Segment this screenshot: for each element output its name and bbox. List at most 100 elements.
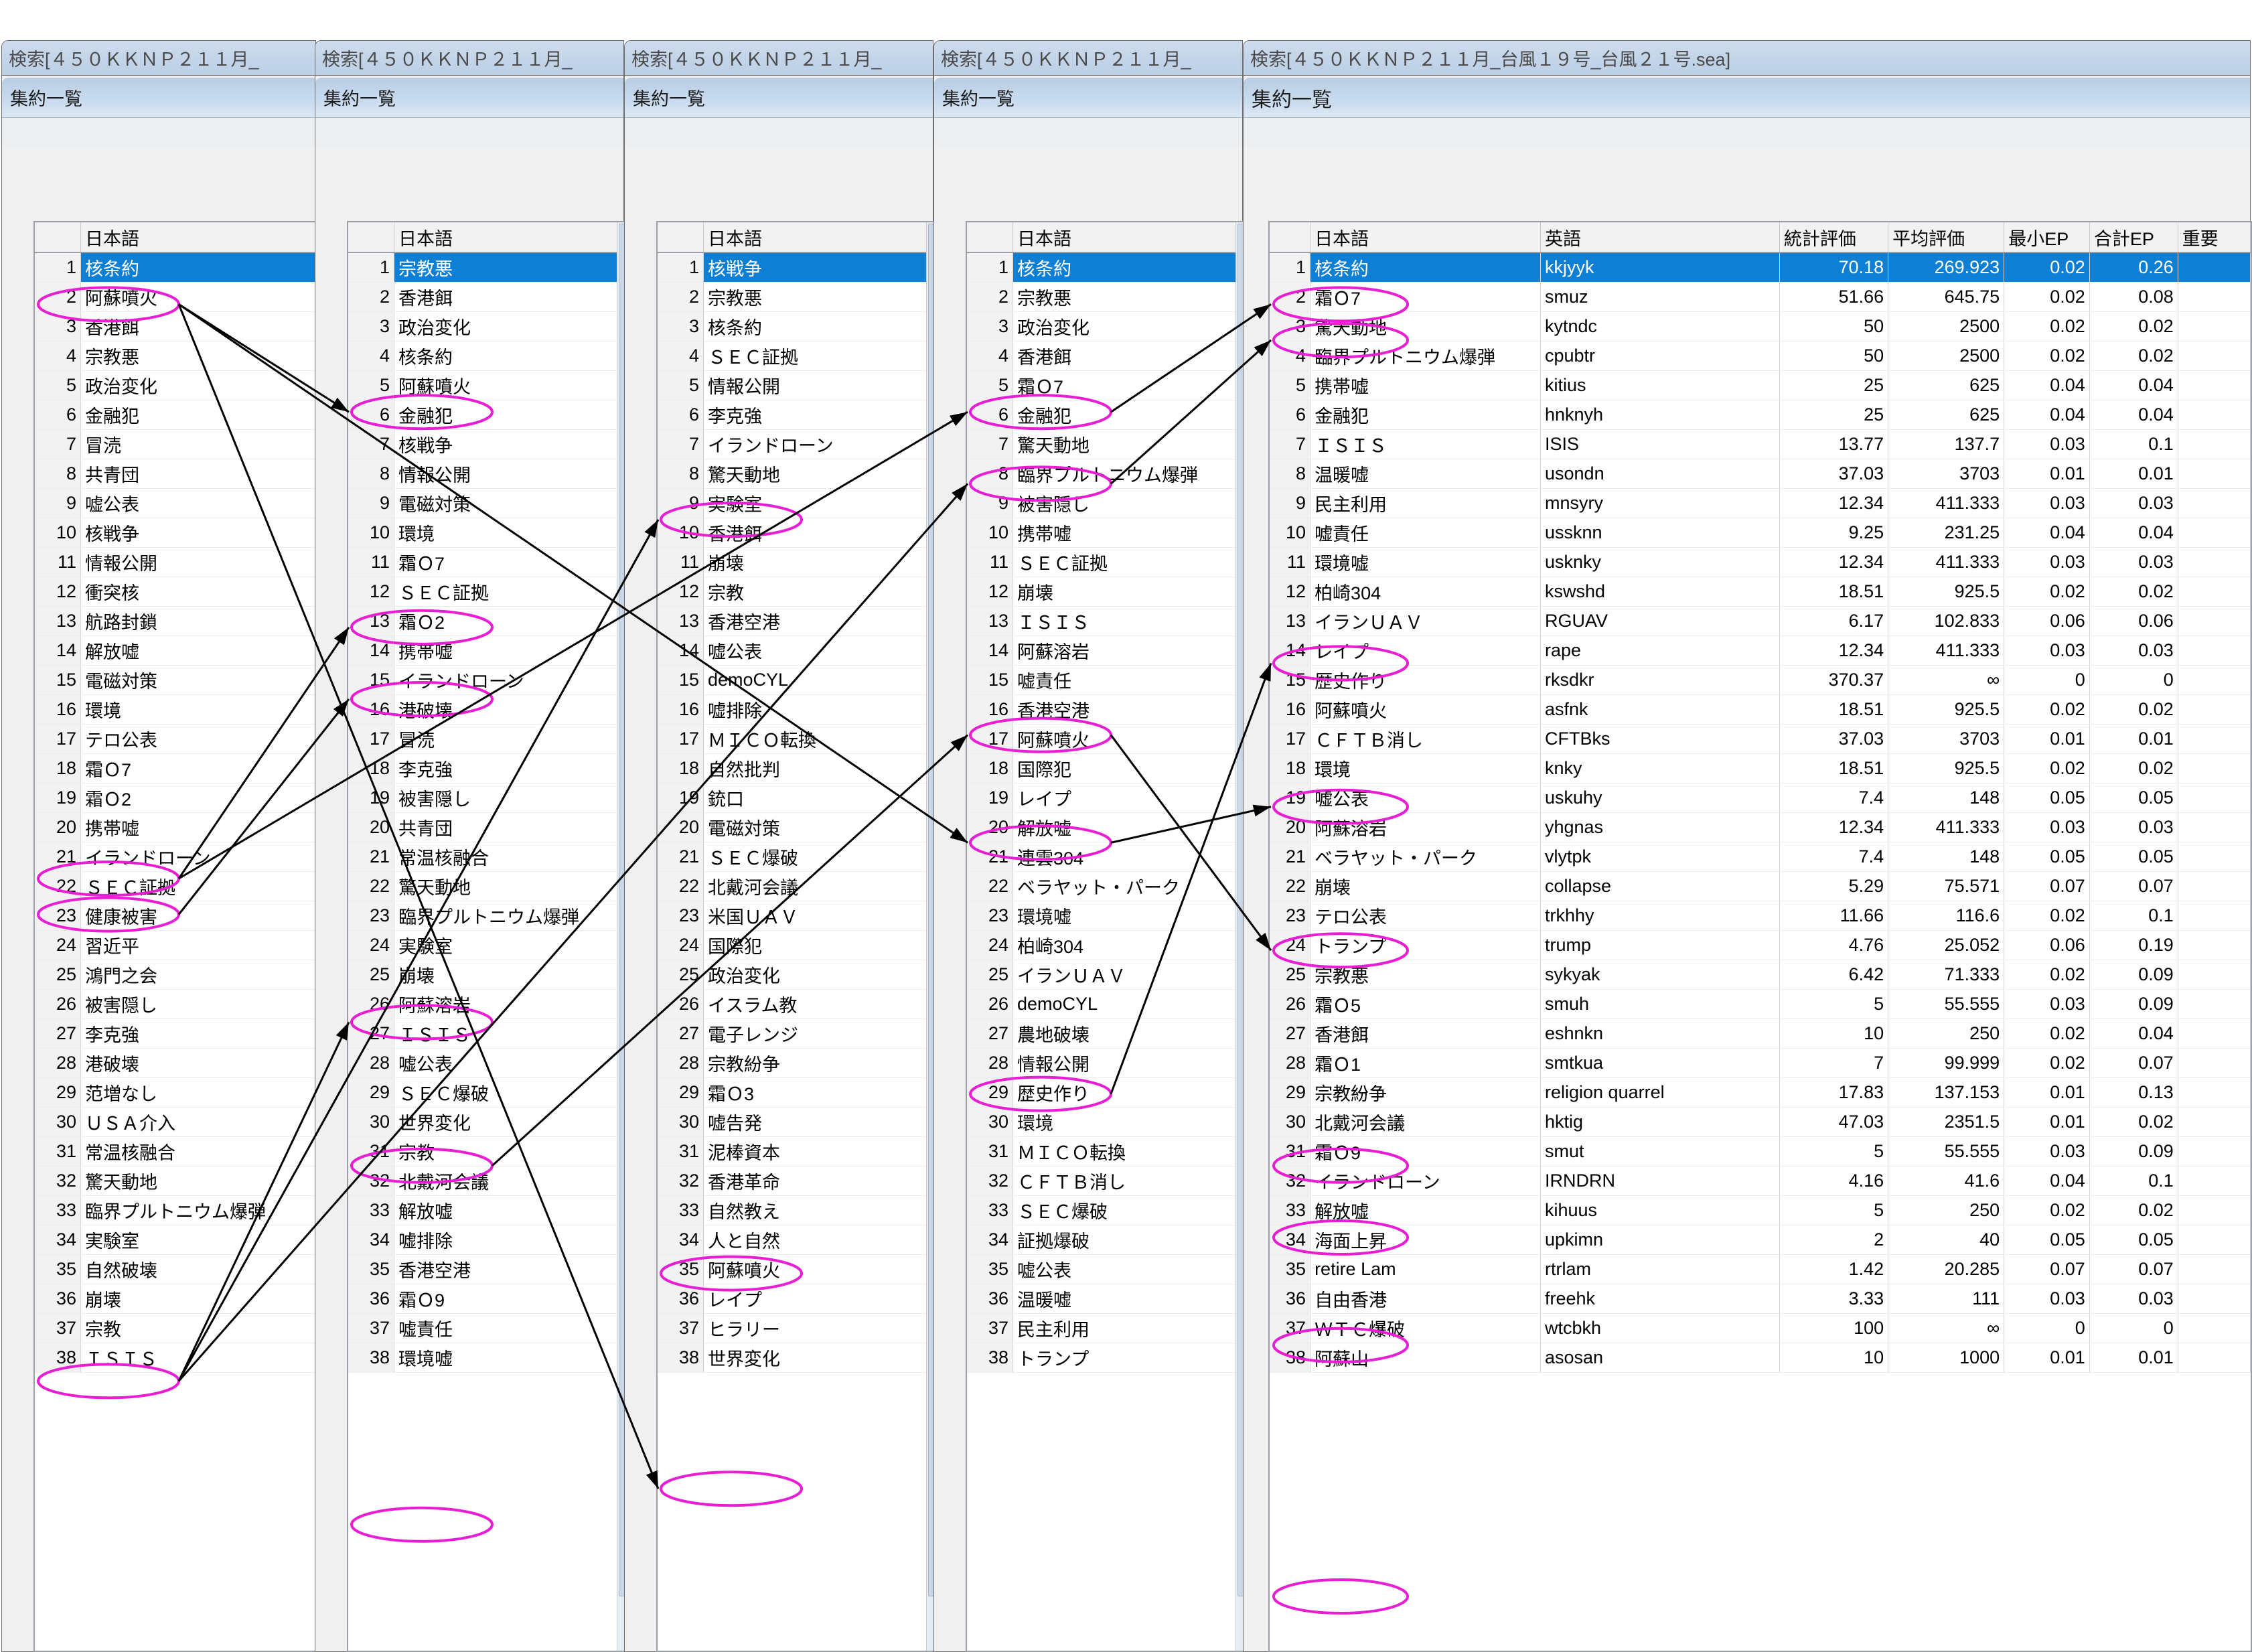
cell-stat-eval[interactable]: 13.77 bbox=[1779, 429, 1889, 459]
cell-stat-eval[interactable]: 11.66 bbox=[1779, 901, 1889, 931]
cell-japanese[interactable]: 香港餌 bbox=[394, 282, 628, 312]
cell-japanese[interactable]: 霜Ｏ7 bbox=[80, 753, 328, 783]
table-row[interactable]: 5 阿蘇噴火 bbox=[348, 370, 628, 400]
cell-japanese[interactable]: トランプ bbox=[1310, 930, 1541, 960]
cell-importance[interactable] bbox=[2178, 606, 2251, 636]
table-row[interactable]: 23 環境嘘 bbox=[967, 901, 1247, 931]
cell-stat-eval[interactable]: 51.66 bbox=[1779, 282, 1889, 312]
table-row[interactable]: 14 解放嘘 bbox=[35, 635, 328, 666]
table-row[interactable]: 16 環境 bbox=[35, 694, 328, 725]
cell-japanese[interactable]: 范増なし bbox=[80, 1077, 328, 1108]
cell-english[interactable]: trkhhy bbox=[1540, 901, 1780, 931]
cell-avg-eval[interactable]: 625 bbox=[1888, 370, 2005, 400]
cell-japanese[interactable]: 共青団 bbox=[394, 812, 628, 842]
cell-english[interactable]: kswshd bbox=[1540, 577, 1780, 607]
table-row[interactable]: 27 李克強 bbox=[35, 1019, 328, 1049]
cell-min-ep[interactable]: 0.04 bbox=[2004, 370, 2090, 400]
table-row[interactable]: 27 農地破壊 bbox=[967, 1019, 1247, 1049]
table-row[interactable]: 1 核条約 bbox=[35, 252, 328, 283]
cell-japanese[interactable]: 港破壊 bbox=[80, 1048, 328, 1078]
cell-importance[interactable] bbox=[2178, 547, 2251, 577]
cell-japanese[interactable]: 携帯嘘 bbox=[1310, 370, 1541, 400]
cell-japanese[interactable]: 崩壊 bbox=[703, 547, 937, 577]
cell-min-ep[interactable]: 0.05 bbox=[2004, 1225, 2090, 1255]
cell-japanese[interactable]: 霜Ｏ9 bbox=[394, 1284, 628, 1314]
cell-japanese[interactable]: 宗教悪 bbox=[394, 252, 628, 283]
cell-min-ep[interactable]: 0.07 bbox=[2004, 1254, 2090, 1284]
cell-japanese[interactable]: ＳＥＣ爆破 bbox=[703, 842, 937, 872]
cell-stat-eval[interactable]: 6.42 bbox=[1779, 960, 1889, 990]
cell-stat-eval[interactable]: 5 bbox=[1779, 1195, 1889, 1225]
cell-english[interactable]: rtrlam bbox=[1540, 1254, 1780, 1284]
cell-japanese[interactable]: 阿蘇溶岩 bbox=[1310, 812, 1541, 842]
cell-sum-ep[interactable]: 0.02 bbox=[2089, 1107, 2178, 1137]
summary-grid-4[interactable]: 日本語 1 核条約 2 宗教悪 3 政治変化 4 香港餌 5 霜Ｏ7 6 金融犯 7 驚天動地 8 臨界プルトニ… bbox=[966, 221, 1247, 1652]
column-header-avg-eval[interactable]: 平均評価 bbox=[1888, 222, 2005, 253]
cell-importance[interactable] bbox=[2178, 1136, 2251, 1167]
cell-japanese[interactable]: 民主利用 bbox=[1310, 488, 1541, 518]
table-row[interactable]: 5 情報公開 bbox=[658, 370, 937, 400]
cell-avg-eval[interactable]: 411.333 bbox=[1888, 635, 2005, 666]
cell-japanese[interactable]: 実験室 bbox=[80, 1225, 328, 1255]
cell-importance[interactable] bbox=[2178, 901, 2251, 931]
table-row[interactable]: 15 イランドローン bbox=[348, 665, 628, 695]
cell-stat-eval[interactable]: 7 bbox=[1779, 1048, 1889, 1078]
cell-importance[interactable] bbox=[2178, 842, 2251, 872]
cell-sum-ep[interactable]: 0.02 bbox=[2089, 1195, 2178, 1225]
table-row[interactable]: 33 臨界プルトニウム爆弾 bbox=[35, 1195, 328, 1225]
table-row[interactable]: 37 ＷＴＣ爆破 wtcbkh 100 ∞ 0 0 bbox=[1270, 1313, 2251, 1343]
table-row[interactable]: 38 世界変化 bbox=[658, 1343, 937, 1373]
cell-stat-eval[interactable]: 50 bbox=[1779, 311, 1889, 342]
cell-japanese[interactable]: 宗教悪 bbox=[1310, 960, 1541, 990]
table-row[interactable]: 14 携帯嘘 bbox=[348, 635, 628, 666]
cell-japanese[interactable]: 港破壊 bbox=[394, 694, 628, 725]
column-header-rownum[interactable] bbox=[35, 222, 81, 253]
cell-japanese[interactable]: 環境嘘 bbox=[1012, 901, 1247, 931]
cell-japanese[interactable]: テロ公表 bbox=[80, 724, 328, 754]
table-row[interactable]: 33 ＳＥＣ爆破 bbox=[967, 1195, 1247, 1225]
cell-japanese[interactable]: retire Lam bbox=[1310, 1254, 1541, 1284]
cell-avg-eval[interactable]: 411.333 bbox=[1888, 812, 2005, 842]
cell-english[interactable]: sykyak bbox=[1540, 960, 1780, 990]
cell-japanese[interactable]: 香港餌 bbox=[703, 518, 937, 548]
cell-importance[interactable] bbox=[2178, 1166, 2251, 1196]
cell-english[interactable]: vlytpk bbox=[1540, 842, 1780, 872]
cell-avg-eval[interactable]: 250 bbox=[1888, 1019, 2005, 1049]
cell-sum-ep[interactable]: 0.13 bbox=[2089, 1077, 2178, 1108]
cell-stat-eval[interactable]: 9.25 bbox=[1779, 518, 1889, 548]
table-row[interactable]: 29 歴史作り bbox=[967, 1077, 1247, 1108]
cell-japanese[interactable]: 航路封鎖 bbox=[80, 606, 328, 636]
cell-japanese[interactable]: 常温核融合 bbox=[80, 1136, 328, 1167]
table-row[interactable]: 37 嘘責任 bbox=[348, 1313, 628, 1343]
cell-japanese[interactable]: 核条約 bbox=[1012, 252, 1247, 283]
table-row[interactable]: 4 核条約 bbox=[348, 341, 628, 371]
table-row[interactable]: 26 イスラム教 bbox=[658, 989, 937, 1019]
cell-importance[interactable] bbox=[2178, 1254, 2251, 1284]
cell-japanese[interactable]: 電磁対策 bbox=[703, 812, 937, 842]
cell-japanese[interactable]: ＳＥＣ爆破 bbox=[394, 1077, 628, 1108]
cell-english[interactable]: rape bbox=[1540, 635, 1780, 666]
table-row[interactable]: 34 証拠爆破 bbox=[967, 1225, 1247, 1255]
cell-stat-eval[interactable]: 12.34 bbox=[1779, 547, 1889, 577]
table-row[interactable]: 30 環境 bbox=[967, 1107, 1247, 1137]
cell-japanese[interactable]: 核条約 bbox=[703, 311, 937, 342]
table-row[interactable]: 3 核条約 bbox=[658, 311, 937, 342]
cell-japanese[interactable]: 阿蘇噴火 bbox=[80, 282, 328, 312]
cell-english[interactable]: smut bbox=[1540, 1136, 1780, 1167]
cell-english[interactable]: CFTBks bbox=[1540, 724, 1780, 754]
cell-japanese[interactable]: 携帯嘘 bbox=[1012, 518, 1247, 548]
cell-min-ep[interactable]: 0.02 bbox=[2004, 694, 2090, 725]
cell-importance[interactable] bbox=[2178, 960, 2251, 990]
table-row[interactable]: 18 自然批判 bbox=[658, 753, 937, 783]
cell-japanese[interactable]: demoCYL bbox=[703, 665, 937, 695]
cell-importance[interactable] bbox=[2178, 1225, 2251, 1255]
cell-japanese[interactable]: ベラヤット・パーク bbox=[1012, 871, 1247, 901]
cell-importance[interactable] bbox=[2178, 871, 2251, 901]
table-row[interactable]: 18 霜Ｏ7 bbox=[35, 753, 328, 783]
cell-sum-ep[interactable]: 0.02 bbox=[2089, 753, 2178, 783]
table-row[interactable]: 22 ＳＥＣ証拠 bbox=[35, 871, 328, 901]
cell-importance[interactable] bbox=[2178, 989, 2251, 1019]
cell-japanese[interactable]: 驚天動地 bbox=[1310, 311, 1541, 342]
cell-importance[interactable] bbox=[2178, 724, 2251, 754]
cell-sum-ep[interactable]: 0.01 bbox=[2089, 1343, 2178, 1373]
